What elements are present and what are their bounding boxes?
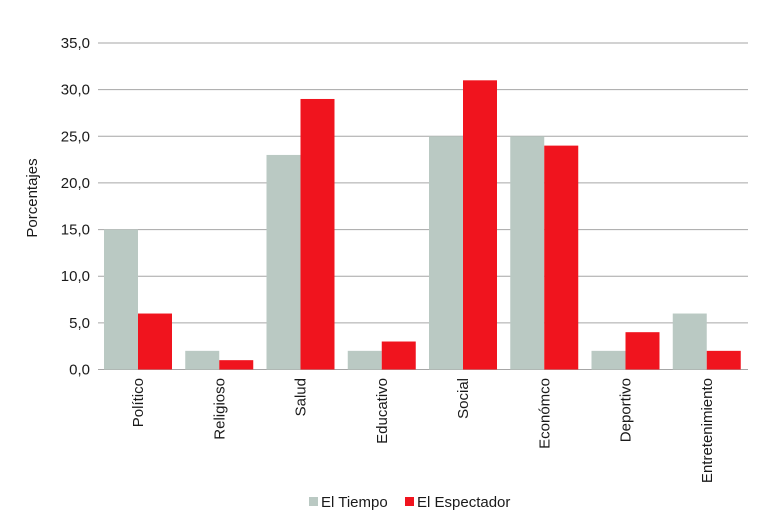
bar-el-tiempo — [429, 136, 463, 370]
x-category-label: Económco — [536, 378, 553, 449]
y-tick-label: 0,0 — [69, 362, 90, 379]
bar-el-tiempo — [591, 350, 626, 370]
bar-el-espectador — [381, 341, 416, 370]
legend-label: El Espectador — [417, 494, 510, 511]
bar-el-tiempo — [185, 350, 220, 370]
gridlines — [98, 42, 748, 370]
y-axis-title: Porcentajes — [24, 158, 41, 237]
bar-el-tiempo — [104, 229, 138, 370]
bar-el-tiempo — [266, 154, 301, 370]
bar-el-tiempo — [510, 136, 545, 370]
y-tick-label: 10,0 — [61, 268, 90, 285]
x-category-label: Educativo — [374, 378, 391, 444]
x-category-label: Social — [455, 378, 472, 419]
bar-el-espectador — [706, 350, 741, 370]
x-category-label: Deportivo — [618, 378, 635, 442]
bar-el-espectador — [219, 360, 254, 370]
legend-swatch — [405, 497, 414, 506]
y-tick-label: 15,0 — [61, 222, 90, 239]
y-tick-label: 25,0 — [61, 128, 90, 145]
bar-el-espectador — [625, 332, 660, 370]
y-axis-ticks: 0,0 5,0 10,0 15,0 20,0 25,0 30,0 35,0 — [61, 35, 90, 379]
x-category-label: Religioso — [211, 378, 228, 440]
bar-el-espectador — [138, 313, 172, 370]
legend-swatch — [309, 497, 318, 506]
bar-el-espectador — [463, 80, 497, 370]
x-category-label: Salud — [293, 378, 310, 416]
bars — [104, 80, 741, 370]
bar-el-tiempo — [347, 350, 382, 370]
bar-el-tiempo — [672, 313, 707, 370]
legend-label: El Tiempo — [321, 494, 388, 511]
y-tick-label: 35,0 — [61, 35, 90, 52]
x-category-label: Político — [130, 378, 147, 427]
y-tick-label: 5,0 — [69, 315, 90, 332]
y-tick-label: 20,0 — [61, 175, 90, 192]
bar-el-espectador — [544, 145, 579, 370]
x-axis-labels: Político Religioso Salud Educativo Social Eco… — [130, 378, 716, 483]
bar-el-espectador — [300, 98, 335, 370]
legend: El Tiempo El Espectador — [309, 494, 510, 511]
y-tick-label: 30,0 — [61, 82, 90, 99]
x-category-label: Entretenimiento — [699, 378, 716, 483]
